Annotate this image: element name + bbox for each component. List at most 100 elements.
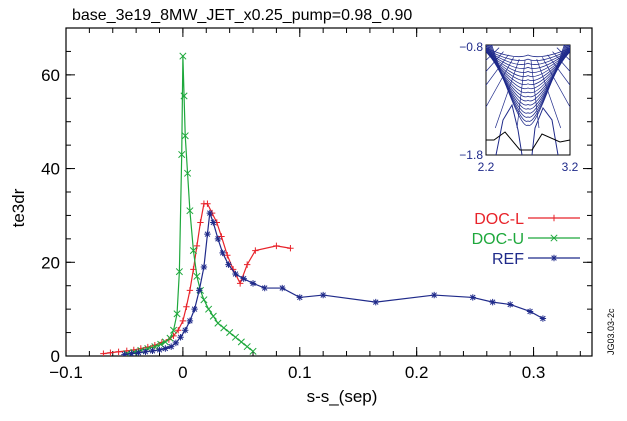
inset-radial-line bbox=[562, 45, 570, 51]
inset-radial-line bbox=[552, 51, 570, 72]
data-point bbox=[243, 343, 251, 351]
y-axis-label: te3dr bbox=[9, 188, 28, 227]
inset-leg-left bbox=[495, 103, 523, 155]
data-point bbox=[209, 312, 217, 320]
data-point bbox=[210, 219, 217, 226]
data-point bbox=[206, 209, 213, 217]
legend-marker bbox=[550, 234, 558, 242]
data-point bbox=[166, 334, 174, 342]
data-point bbox=[240, 275, 247, 282]
data-point bbox=[142, 348, 149, 355]
data-point bbox=[186, 207, 194, 215]
data-point bbox=[469, 294, 476, 301]
legend-marker bbox=[550, 254, 558, 262]
data-point bbox=[489, 298, 496, 306]
data-point bbox=[169, 326, 178, 334]
data-point bbox=[168, 343, 175, 350]
inset-y-tick-label: −1.8 bbox=[459, 148, 483, 162]
data-point bbox=[182, 327, 189, 334]
data-point bbox=[135, 349, 142, 356]
inset-radial-line bbox=[547, 54, 570, 86]
data-point bbox=[287, 245, 294, 252]
data-point bbox=[100, 350, 107, 356]
y-tick-label: 20 bbox=[41, 253, 60, 272]
chart-title: base_3e19_8MW_JET_x0.25_pump=0.98_0.90 bbox=[72, 7, 412, 24]
data-point bbox=[252, 247, 259, 254]
data-point bbox=[204, 200, 211, 207]
data-point bbox=[224, 252, 231, 259]
inset-radial-line bbox=[486, 51, 504, 72]
data-point bbox=[115, 348, 122, 355]
data-point bbox=[225, 261, 232, 268]
data-point bbox=[196, 287, 203, 294]
data-point bbox=[175, 327, 182, 334]
inset-y-tick-label: −0.8 bbox=[459, 40, 483, 54]
data-point bbox=[193, 242, 201, 250]
data-point bbox=[186, 287, 194, 294]
data-point bbox=[179, 52, 187, 60]
data-point bbox=[191, 305, 198, 313]
data-point bbox=[180, 92, 188, 100]
inset-leg-right bbox=[531, 106, 559, 155]
data-point bbox=[189, 247, 197, 255]
data-point bbox=[162, 345, 169, 352]
legend-marker bbox=[550, 214, 558, 222]
data-point bbox=[161, 338, 169, 346]
data-point bbox=[231, 333, 240, 341]
data-point bbox=[243, 261, 251, 268]
inset-plot: −0.8 −1.82.2 3.2 bbox=[459, 38, 627, 174]
inset-radial-line bbox=[516, 59, 526, 129]
data-point bbox=[200, 263, 208, 271]
inset-field-line bbox=[491, 45, 565, 126]
data-point bbox=[372, 298, 379, 306]
inset-radial-line bbox=[564, 38, 627, 88]
data-point bbox=[261, 284, 268, 292]
x-tick-label: −0.1 bbox=[49, 363, 83, 382]
inset-wall bbox=[486, 131, 571, 151]
data-point bbox=[107, 349, 114, 356]
data-point bbox=[226, 329, 234, 337]
data-point bbox=[526, 308, 534, 315]
data-series bbox=[100, 52, 547, 356]
data-point bbox=[128, 350, 135, 356]
x-tick-label: 0.3 bbox=[522, 363, 546, 382]
data-point bbox=[175, 268, 183, 276]
data-point bbox=[172, 339, 180, 347]
data-point bbox=[204, 230, 211, 238]
x-axis-label: s-s_(sep) bbox=[307, 387, 378, 406]
data-point bbox=[214, 319, 222, 327]
data-point bbox=[178, 150, 186, 159]
data-point bbox=[218, 233, 225, 240]
data-point bbox=[121, 351, 128, 356]
inset-radial-line bbox=[542, 57, 570, 108]
inset-grid bbox=[486, 38, 627, 155]
data-point bbox=[214, 235, 222, 243]
series-line bbox=[126, 56, 254, 355]
data-point bbox=[319, 291, 327, 299]
data-point bbox=[173, 310, 181, 318]
y-tick-label: 0 bbox=[51, 347, 60, 366]
data-point bbox=[232, 270, 239, 278]
x-tick-label: 0 bbox=[178, 363, 187, 382]
data-point bbox=[431, 291, 438, 299]
y-tick-label: 60 bbox=[41, 66, 60, 85]
inset-radial-line bbox=[486, 57, 514, 108]
x-tick-label: 0.1 bbox=[288, 363, 312, 382]
inset-radial-line bbox=[486, 54, 509, 86]
data-point bbox=[179, 317, 187, 325]
inset-radial-line bbox=[530, 59, 540, 129]
series-ref bbox=[121, 209, 547, 356]
data-point bbox=[279, 284, 286, 292]
x-tick-label: 0.2 bbox=[405, 363, 429, 382]
data-point bbox=[236, 280, 244, 287]
data-point bbox=[249, 280, 257, 287]
data-point bbox=[220, 324, 228, 332]
data-point bbox=[273, 242, 280, 250]
legend-label: DOC-U bbox=[472, 231, 524, 248]
inset-radial-line bbox=[494, 58, 520, 129]
figure-id: JG03.03-2c bbox=[606, 308, 616, 355]
inset-x-tick-label: 2.2 bbox=[478, 160, 495, 174]
data-point bbox=[156, 346, 163, 354]
